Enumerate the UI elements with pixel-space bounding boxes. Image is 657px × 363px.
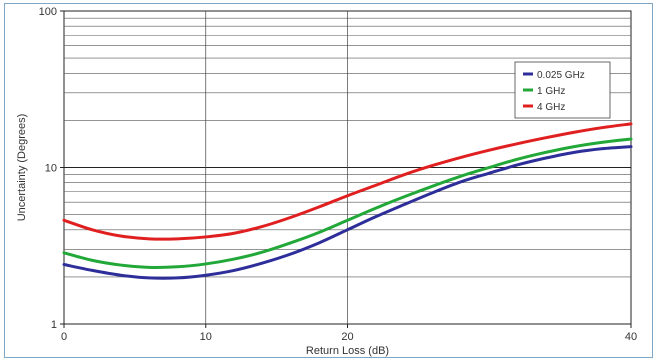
series-lines — [62, 122, 633, 280]
axes: 0 10 20 40 1 10 100 Return Loss (dB) Uncertainty… — [16, 6, 637, 357]
series-line-0-025-ghz — [62, 145, 633, 280]
legend-label: 0.025 GHz — [537, 70, 585, 81]
legend-label: 1 GHz — [537, 86, 565, 97]
x-tick-label: 10 — [200, 331, 212, 343]
x-axis-label: Return Loss (dB) — [306, 345, 389, 357]
x-tick-label: 20 — [341, 331, 353, 343]
grid-lines — [64, 11, 631, 324]
chart-frame: 0 10 20 40 1 10 100 Return Loss (dB) Uncertainty… — [4, 3, 653, 358]
series-line-1-ghz — [62, 137, 633, 270]
y-tick-label: 100 — [39, 6, 57, 18]
legend-label: 4 GHz — [537, 102, 565, 113]
line-chart: 0 10 20 40 1 10 100 Return Loss (dB) Uncertainty… — [16, 6, 637, 357]
y-axis-label: Uncertainty (Degrees) — [16, 114, 28, 222]
x-tick-label: 0 — [61, 331, 67, 343]
x-tick-label: 40 — [625, 331, 637, 343]
y-tick-label: 10 — [45, 163, 57, 175]
series-line-4-ghz — [62, 122, 633, 241]
legend: 0.025 GHz 1 GHz 4 GHz — [514, 61, 611, 119]
y-tick-label: 1 — [51, 319, 57, 331]
